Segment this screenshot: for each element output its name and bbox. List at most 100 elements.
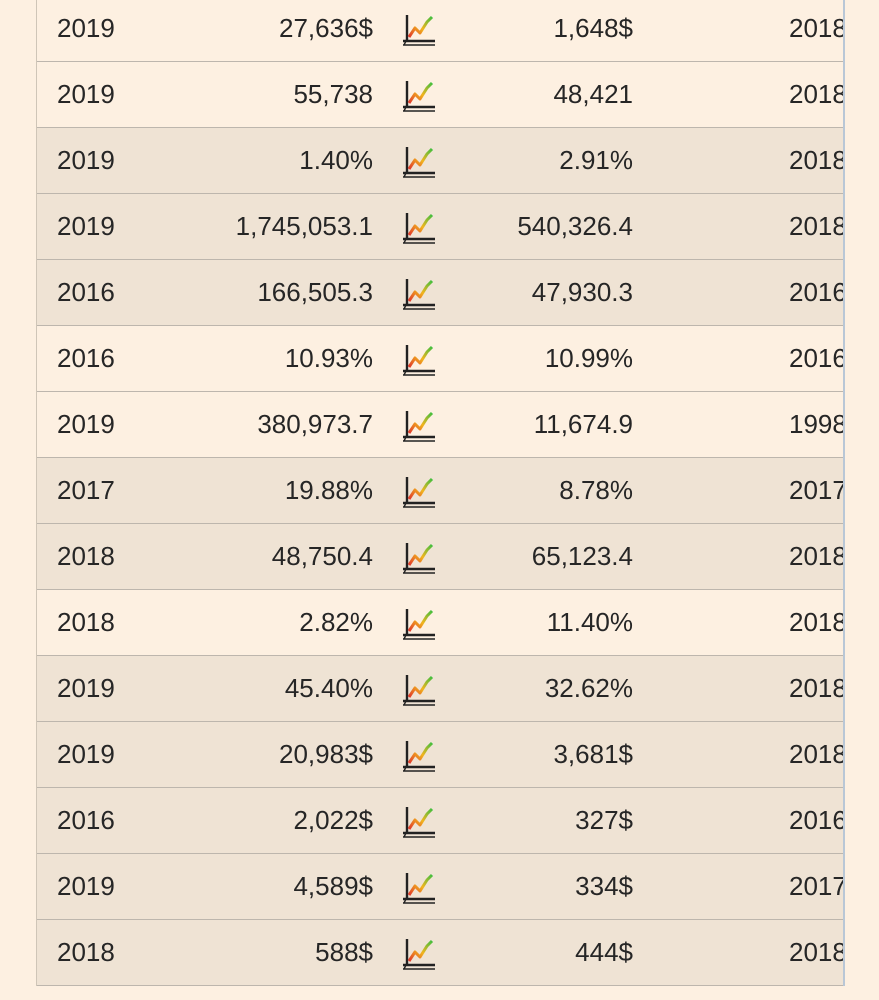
previous-value-cell: 2.91% (559, 145, 633, 175)
chart-link[interactable] (399, 62, 439, 127)
line-chart-icon[interactable] (401, 804, 437, 838)
latest-year-cell: 2019 (57, 739, 115, 769)
previous-value-cell: 540,326.4 (517, 211, 633, 241)
latest-year-cell: 2019 (57, 409, 115, 439)
table-row: 2017 19.88% 8.78% 2017 (37, 458, 843, 524)
latest-value-cell: 1,745,053.1 (235, 211, 373, 241)
latest-value-cell: 10.93% (284, 343, 373, 373)
chart-link[interactable] (399, 326, 439, 391)
table-row: 2016 10.93% 10.99% 2016 (37, 326, 843, 392)
previous-year-cell: 2018 (789, 13, 843, 43)
previous-year-cell: 2018 (789, 211, 843, 241)
table-row: 2019 55,738 48,421 2018 (37, 62, 843, 128)
previous-year-cell: 2017 (789, 871, 843, 901)
latest-year-cell: 2016 (57, 277, 115, 307)
previous-value-cell: 327$ (575, 805, 633, 835)
latest-value-cell: 588$ (315, 937, 373, 967)
previous-year-cell: 2018 (789, 739, 843, 769)
chart-link[interactable] (399, 260, 439, 325)
line-chart-icon[interactable] (401, 540, 437, 574)
previous-year-cell: 2018 (789, 607, 843, 637)
previous-value-cell: 11.40% (546, 607, 633, 637)
table-row: 2018 588$ 444$ 2018 (37, 920, 843, 986)
latest-year-cell: 2016 (57, 343, 115, 373)
chart-link[interactable] (399, 722, 439, 787)
table-row: 2018 48,750.4 65,123.4 2018 (37, 524, 843, 590)
latest-year-cell: 2018 (57, 937, 115, 967)
latest-year-cell: 2018 (57, 541, 115, 571)
chart-link[interactable] (399, 194, 439, 259)
line-chart-icon[interactable] (401, 870, 437, 904)
chart-link[interactable] (399, 392, 439, 457)
chart-link[interactable] (399, 854, 439, 919)
line-chart-icon[interactable] (401, 408, 437, 442)
chart-link[interactable] (399, 458, 439, 523)
previous-value-cell: 47,930.3 (531, 277, 633, 307)
table-row: 2019 20,983$ 3,681$ 2018 (37, 722, 843, 788)
line-chart-icon[interactable] (401, 606, 437, 640)
line-chart-icon[interactable] (401, 12, 437, 46)
latest-value-cell: 55,738 (293, 79, 373, 109)
table-row: 2016 2,022$ 327$ 2016 (37, 788, 843, 854)
chart-link[interactable] (399, 0, 439, 61)
previous-value-cell: 8.78% (559, 475, 633, 505)
line-chart-icon[interactable] (401, 936, 437, 970)
table-row: 2016 166,505.3 47,930.3 2016 (37, 260, 843, 326)
line-chart-icon[interactable] (401, 672, 437, 706)
previous-value-cell: 11,674.9 (533, 409, 633, 439)
previous-year-cell: 2016 (789, 277, 843, 307)
table-row: 2019 1,745,053.1 540,326.4 2018 (37, 194, 843, 260)
table-row: 2019 1.40% 2.91% 2018 (37, 128, 843, 194)
previous-value-cell: 48,421 (553, 79, 633, 109)
previous-year-cell: 2018 (789, 541, 843, 571)
latest-value-cell: 166,505.3 (257, 277, 373, 307)
latest-year-cell: 2018 (57, 607, 115, 637)
line-chart-icon[interactable] (401, 144, 437, 178)
chart-link[interactable] (399, 128, 439, 193)
line-chart-icon[interactable] (401, 276, 437, 310)
table-row: 2019 45.40% 32.62% 2018 (37, 656, 843, 722)
latest-value-cell: 48,750.4 (271, 541, 373, 571)
table-row: 2019 4,589$ 334$ 2017 (37, 854, 843, 920)
line-chart-icon[interactable] (401, 738, 437, 772)
latest-year-cell: 2019 (57, 211, 115, 241)
latest-year-cell: 2019 (57, 871, 115, 901)
line-chart-icon[interactable] (401, 210, 437, 244)
previous-year-cell: 2018 (789, 673, 843, 703)
previous-value-cell: 334$ (575, 871, 633, 901)
chart-link[interactable] (399, 788, 439, 853)
table-row: 2019 380,973.7 11,674.9 1998 (37, 392, 843, 458)
previous-value-cell: 3,681$ (553, 739, 633, 769)
latest-year-cell: 2016 (57, 805, 115, 835)
previous-year-cell: 2016 (789, 343, 843, 373)
previous-value-cell: 10.99% (544, 343, 633, 373)
latest-year-cell: 2019 (57, 673, 115, 703)
chart-link[interactable] (399, 920, 439, 985)
latest-value-cell: 27,636$ (279, 13, 373, 43)
latest-year-cell: 2019 (57, 79, 115, 109)
latest-value-cell: 20,983$ (279, 739, 373, 769)
latest-year-cell: 2019 (57, 145, 115, 175)
line-chart-icon[interactable] (401, 342, 437, 376)
latest-value-cell: 1.40% (299, 145, 373, 175)
chart-link[interactable] (399, 524, 439, 589)
previous-year-cell: 2018 (789, 145, 843, 175)
chart-link[interactable] (399, 590, 439, 655)
line-chart-icon[interactable] (401, 78, 437, 112)
indicator-table: 2019 27,636$ 1,648$ 2018 2019 (36, 0, 845, 986)
latest-value-cell: 2,022$ (293, 805, 373, 835)
previous-year-cell: 2018 (789, 937, 843, 967)
previous-year-cell: 1998 (789, 409, 843, 439)
latest-value-cell: 19.88% (284, 475, 373, 505)
previous-value-cell: 444$ (575, 937, 633, 967)
latest-value-cell: 2.82% (299, 607, 373, 637)
line-chart-icon[interactable] (401, 474, 437, 508)
latest-value-cell: 4,589$ (293, 871, 373, 901)
chart-link[interactable] (399, 656, 439, 721)
latest-year-cell: 2017 (57, 475, 115, 505)
latest-year-cell: 2019 (57, 13, 115, 43)
previous-year-cell: 2018 (789, 79, 843, 109)
previous-value-cell: 65,123.4 (531, 541, 633, 571)
latest-value-cell: 45.40% (284, 673, 373, 703)
